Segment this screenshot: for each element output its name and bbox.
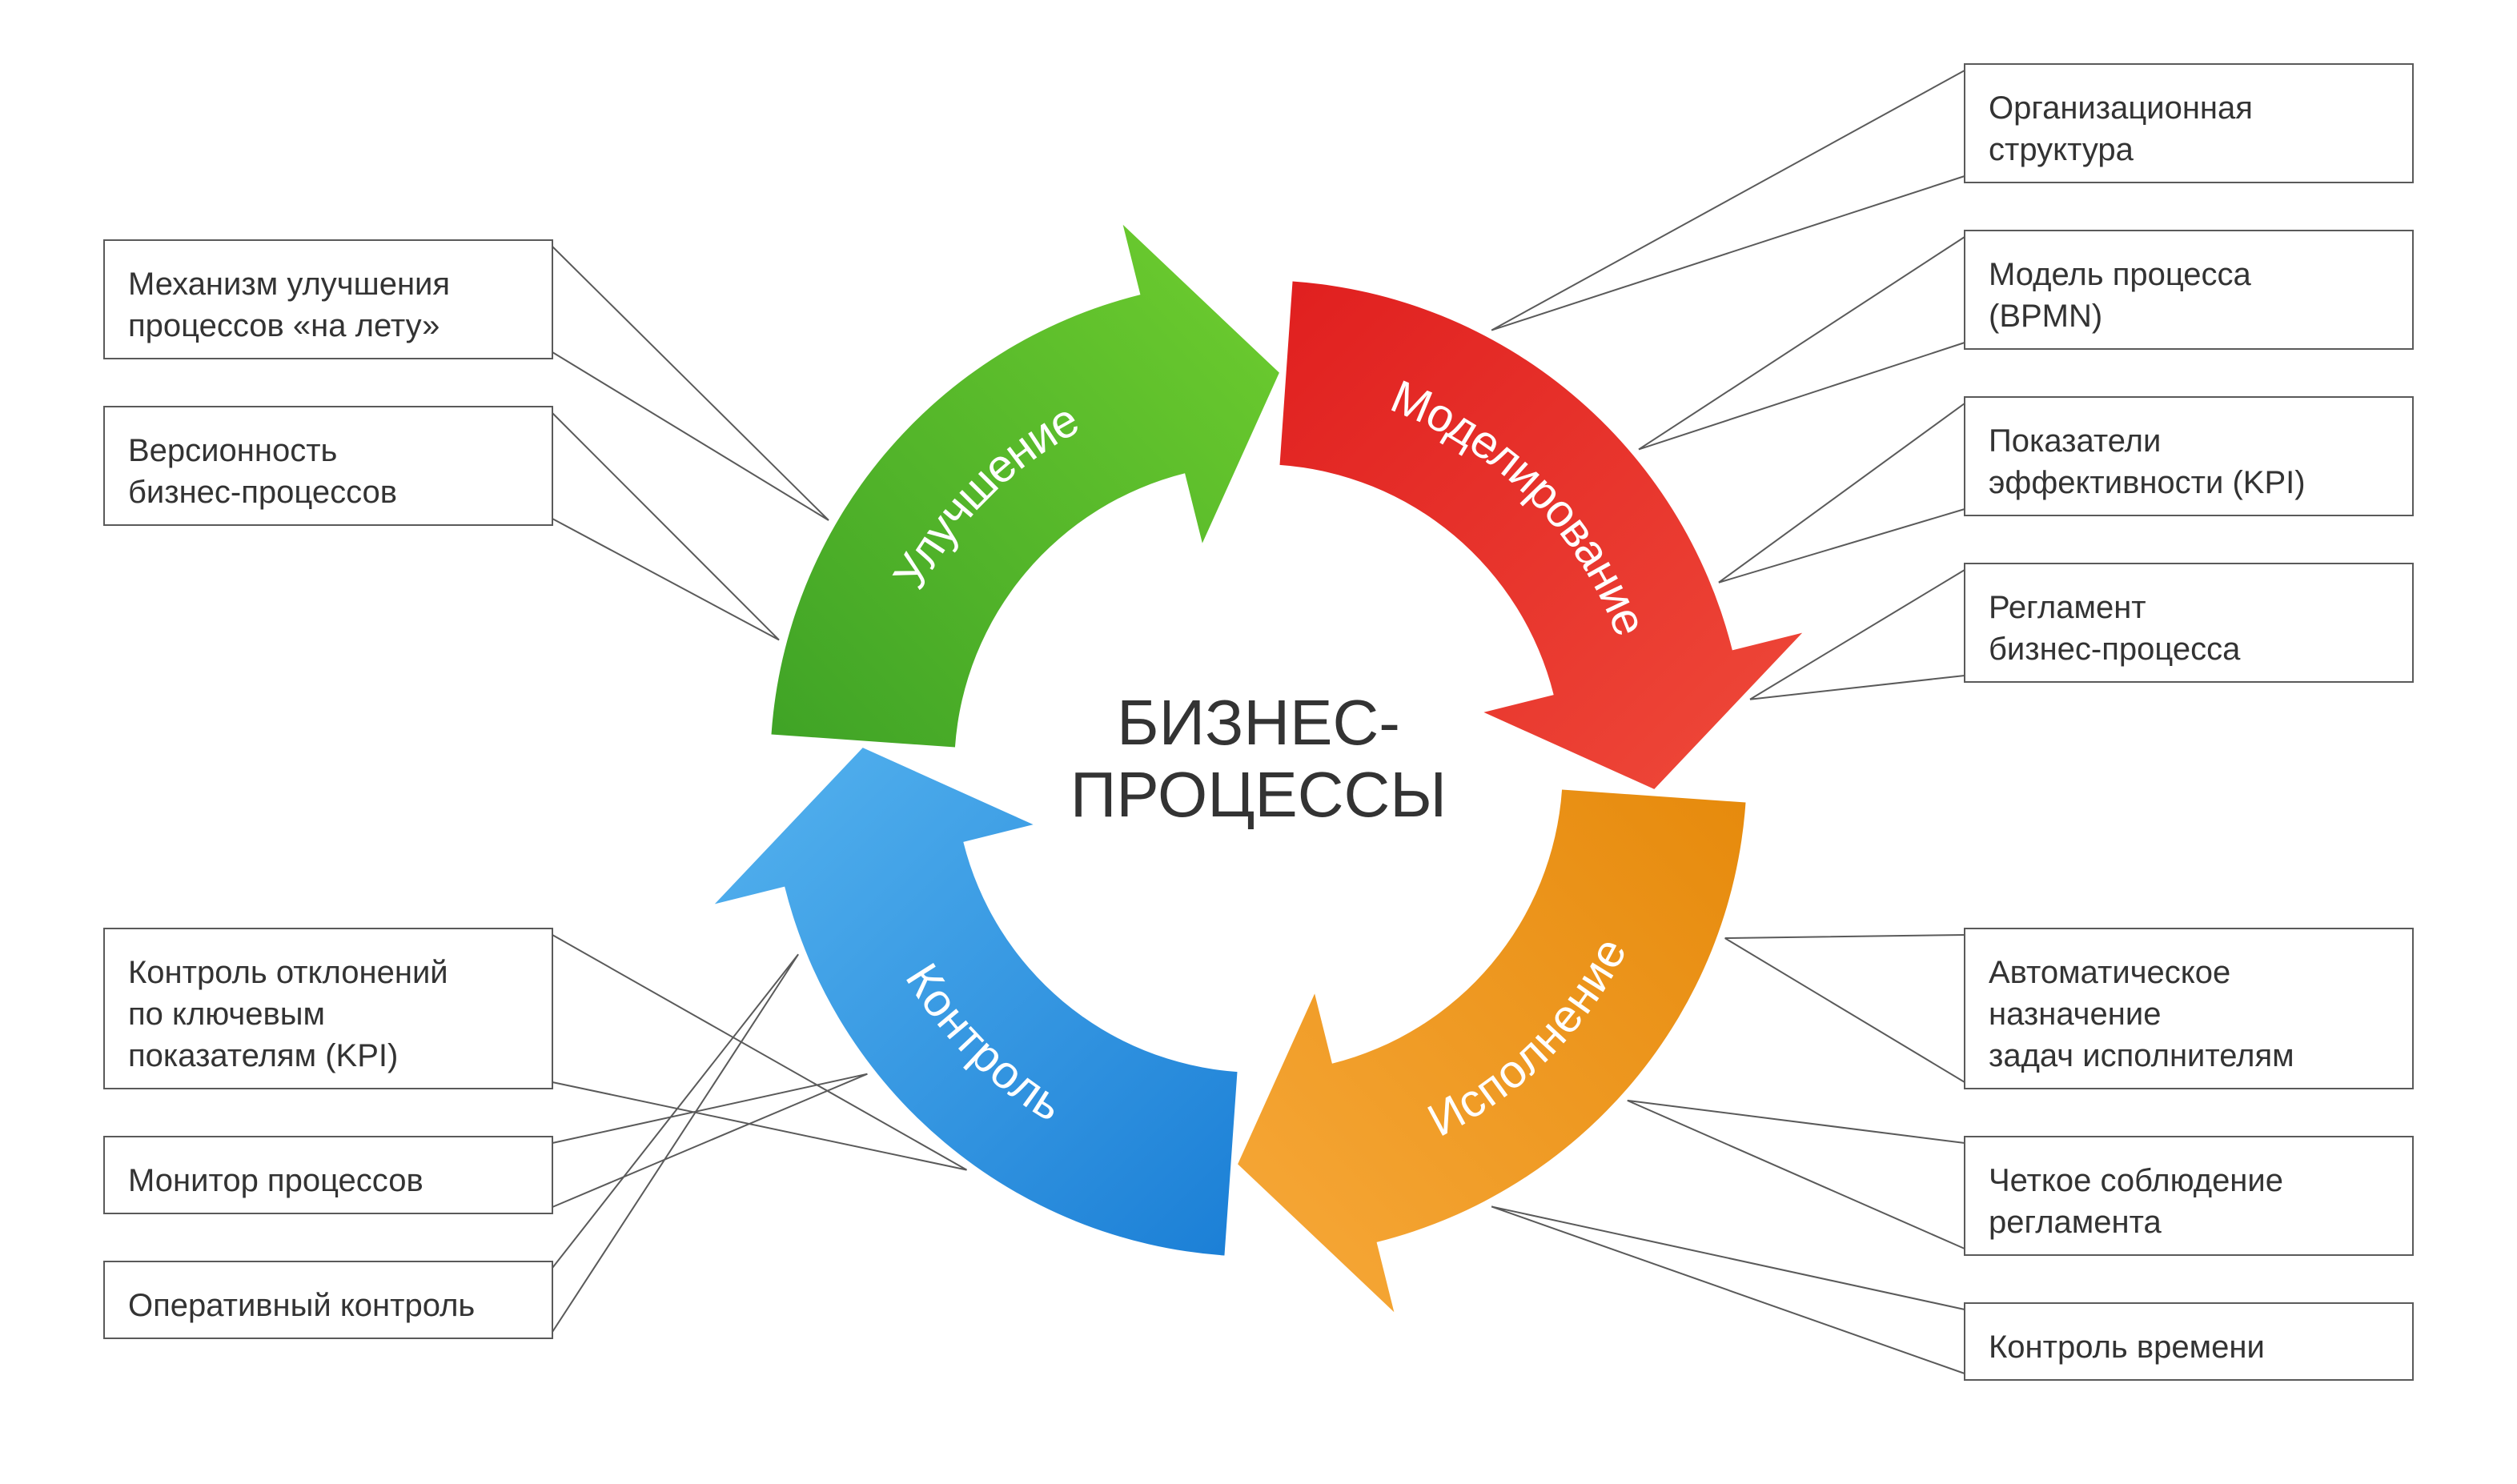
callout-connector bbox=[552, 247, 829, 520]
callout-text: Регламент bbox=[1989, 590, 2146, 625]
callout: Монитор процессов bbox=[104, 1074, 867, 1213]
callouts-improvement: Механизм улучшения процессов «на лету» Вер… bbox=[104, 240, 829, 640]
callout-text: (BPMN) bbox=[1989, 299, 2102, 334]
callout-text: Механизм улучшения bbox=[128, 267, 450, 302]
callout-connector bbox=[1628, 1101, 1965, 1249]
callout-text: бизнес-процессов bbox=[128, 475, 397, 510]
callout: Показатели эффективности (KPI) bbox=[1719, 397, 2413, 583]
callout-connector bbox=[1491, 1206, 1965, 1374]
callout-connector bbox=[1719, 403, 1965, 583]
segment-execution bbox=[1238, 790, 1745, 1313]
business-process-cycle-diagram: Улучшение Моделирование Исполнение Контр… bbox=[0, 0, 2517, 1484]
callout-text: структура bbox=[1989, 132, 2134, 167]
callout-text: регламента bbox=[1989, 1205, 2162, 1240]
callout-text: показателям (KPI) bbox=[128, 1038, 398, 1073]
callout-text: бизнес-процесса bbox=[1989, 632, 2241, 667]
callout-text: Версионность bbox=[128, 433, 337, 468]
callout-connector bbox=[552, 1074, 867, 1207]
callout: Регламент бизнес-процесса bbox=[1750, 564, 2413, 700]
callout-text: Контроль отклонений bbox=[128, 955, 448, 990]
callout-text: назначение bbox=[1989, 997, 2161, 1032]
segment-improvement bbox=[771, 225, 1279, 748]
callout: Версионность бизнес-процессов bbox=[104, 407, 779, 640]
callout-connector bbox=[1750, 570, 1965, 700]
callout: Автоматическое назначение задач исполнител… bbox=[1725, 929, 2413, 1089]
callout-connector bbox=[1639, 237, 1965, 449]
center-title-line1: БИЗНЕС- bbox=[1117, 687, 1400, 758]
callout-connector bbox=[552, 954, 798, 1332]
callout-connector bbox=[1491, 70, 1965, 331]
callout-text: Модель процесса bbox=[1989, 257, 2252, 292]
callout-text: Организационная bbox=[1989, 90, 2253, 126]
callout-text: эффективности (KPI) bbox=[1989, 465, 2306, 500]
callout-text: по ключевым bbox=[128, 997, 325, 1032]
callout-text: Автоматическое bbox=[1989, 955, 2230, 990]
callout-text: Монитор процессов bbox=[128, 1163, 424, 1198]
callout-text: Четкое соблюдение bbox=[1989, 1163, 2283, 1198]
callout-text: процессов «на лету» bbox=[128, 308, 440, 343]
callout-text: Оперативный контроль bbox=[128, 1288, 475, 1323]
center-title-line2: ПРОЦЕССЫ bbox=[1070, 759, 1447, 830]
callout-text: Показатели bbox=[1989, 423, 2161, 459]
callout: Четкое соблюдение регламента bbox=[1628, 1101, 2413, 1255]
callout-connector bbox=[552, 413, 779, 640]
callout-connector bbox=[1725, 935, 1965, 1082]
callout-text: Контроль времени bbox=[1989, 1330, 2265, 1365]
callout-text: задач исполнителям bbox=[1989, 1038, 2294, 1073]
